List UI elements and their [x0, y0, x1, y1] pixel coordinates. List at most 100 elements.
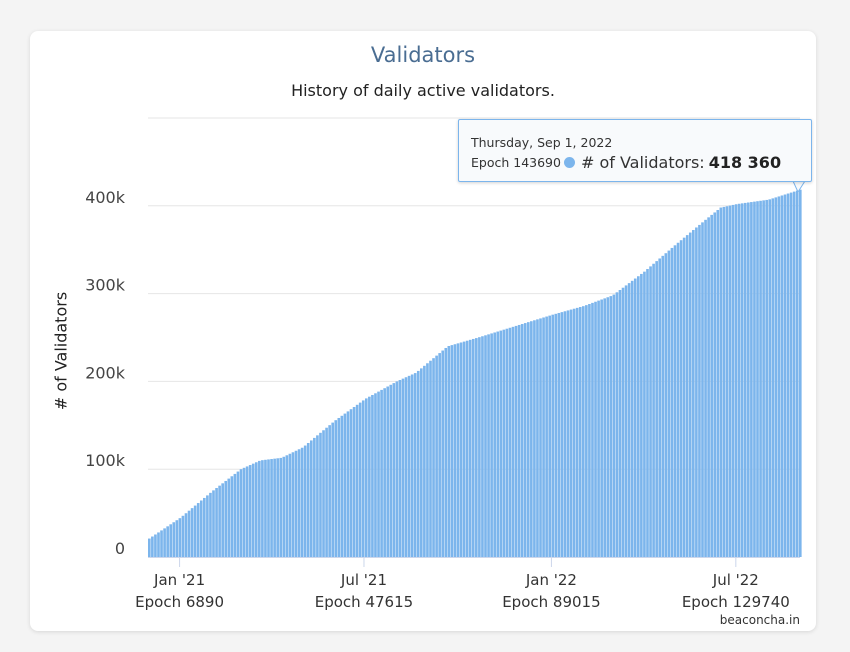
bar — [444, 347, 448, 557]
bar — [193, 505, 197, 557]
bar — [303, 445, 307, 557]
bar — [343, 413, 347, 557]
bar — [215, 488, 218, 557]
bar — [612, 294, 616, 557]
bar — [386, 386, 390, 557]
bar — [548, 315, 551, 557]
bar — [374, 393, 377, 557]
bar — [685, 235, 689, 558]
bar — [416, 370, 420, 557]
bar — [551, 314, 555, 557]
bar — [447, 345, 451, 557]
x-tick-epoch-label: Epoch 89015 — [502, 593, 600, 611]
chart-subtitle: History of daily active validators. — [291, 81, 555, 100]
bar — [545, 316, 548, 557]
bar — [652, 263, 655, 557]
chart-tooltip: Thursday, Sep 1, 2022 Epoch 143690 # of … — [458, 119, 812, 182]
bar — [563, 311, 567, 557]
bar — [719, 207, 723, 557]
bar — [511, 326, 515, 557]
bar — [578, 307, 582, 557]
bar — [148, 538, 151, 557]
bar — [245, 466, 249, 557]
bar — [747, 202, 750, 558]
bar — [737, 203, 741, 557]
bar — [698, 224, 701, 558]
bar — [707, 217, 710, 557]
bar — [331, 422, 335, 557]
bar — [585, 305, 588, 557]
bar — [224, 480, 228, 557]
bar — [264, 459, 267, 557]
bar — [621, 287, 625, 557]
bar — [212, 490, 215, 557]
bar — [591, 302, 594, 557]
bar — [566, 310, 570, 557]
bar — [484, 335, 487, 557]
bar — [798, 189, 802, 557]
bar — [692, 230, 695, 557]
bar — [716, 210, 720, 557]
bar — [468, 339, 472, 557]
bar — [795, 190, 799, 557]
bar — [753, 201, 756, 557]
bar — [279, 457, 283, 557]
bar — [175, 520, 179, 557]
bar — [438, 353, 441, 557]
bar — [695, 227, 698, 557]
bar — [429, 360, 432, 557]
tooltip-date: Thursday, Sep 1, 2022 — [471, 135, 613, 150]
x-tick-label: Jan '22 — [525, 571, 577, 589]
chart-credit[interactable]: beaconcha.in — [719, 613, 800, 627]
bar-series — [148, 189, 802, 558]
bar — [328, 425, 331, 557]
bar — [151, 536, 154, 557]
bar — [242, 467, 246, 557]
y-tick-label: 300k — [85, 276, 126, 295]
bar — [624, 285, 628, 557]
bar — [655, 261, 658, 557]
bar — [533, 320, 536, 557]
bar — [248, 465, 252, 557]
bar — [203, 497, 206, 557]
bar — [349, 409, 353, 557]
bar — [569, 309, 573, 557]
bar — [199, 500, 203, 557]
bar — [646, 269, 649, 557]
bar — [710, 214, 713, 557]
bar — [560, 312, 564, 557]
y-tick-label: 400k — [85, 188, 126, 207]
y-tick-label: 100k — [85, 451, 126, 470]
bar — [792, 191, 796, 558]
bar — [743, 202, 747, 557]
x-tick-label: Jul '21 — [340, 571, 387, 589]
bar — [209, 492, 212, 557]
bar — [514, 325, 518, 557]
bar — [420, 368, 423, 557]
bar — [432, 358, 435, 557]
bar — [163, 528, 166, 557]
bar — [413, 373, 417, 557]
bar — [404, 377, 408, 557]
bar — [517, 324, 521, 557]
bar — [288, 453, 292, 557]
bar — [740, 203, 744, 557]
bar — [496, 331, 500, 557]
bar — [383, 388, 386, 557]
tooltip-pointer — [793, 181, 805, 193]
bar — [196, 503, 200, 557]
bar — [355, 404, 359, 557]
bar — [673, 245, 677, 557]
bar — [395, 381, 399, 557]
bar — [276, 458, 279, 557]
bar — [759, 200, 762, 558]
bar — [722, 206, 726, 557]
bar — [627, 283, 631, 557]
bar — [258, 460, 261, 557]
x-tick-label: Jul '22 — [712, 571, 759, 589]
bar — [270, 459, 273, 557]
bar — [667, 250, 671, 557]
bar — [734, 204, 738, 557]
bar — [313, 437, 316, 557]
